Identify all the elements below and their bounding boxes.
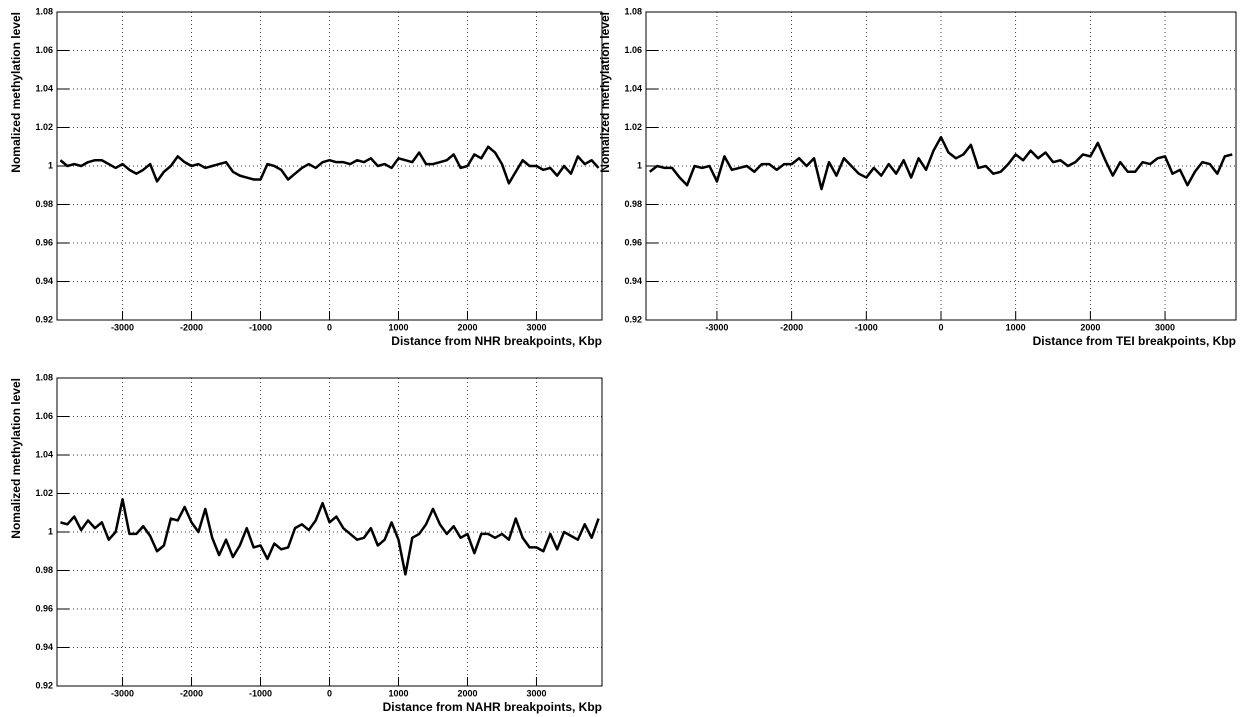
x-tick-label: -1000 — [855, 322, 878, 332]
y-tick-label: 1.08 — [35, 6, 53, 16]
x-tick-label: -3000 — [111, 688, 134, 698]
y-tick-label: 1 — [637, 160, 642, 170]
series-group — [648, 135, 1233, 191]
series-group — [60, 498, 600, 576]
y-tick-label: 1 — [48, 526, 53, 536]
x-tick-label: -2000 — [180, 688, 203, 698]
y-tick-label: 0.92 — [35, 680, 53, 690]
y-tick-label: 0.98 — [624, 199, 642, 209]
x-tick-label: 0 — [327, 688, 332, 698]
y-tick-label: 1.04 — [35, 449, 53, 459]
y-tick-label: 1.04 — [624, 83, 642, 93]
x-tick-label: 3000 — [526, 688, 546, 698]
y-tick-label: 0.96 — [35, 603, 53, 613]
y-tick-label: 1.06 — [35, 411, 53, 421]
y-tick-label: 1.06 — [35, 45, 53, 55]
x-tick-label: -1000 — [249, 322, 272, 332]
x-tick-label: 1000 — [1006, 322, 1026, 332]
data-line — [59, 145, 600, 185]
y-tick-label: 0.96 — [624, 237, 642, 247]
plot-frame — [56, 377, 603, 687]
x-tick-label: -2000 — [180, 322, 203, 332]
plot-frame — [645, 11, 1237, 321]
chart-panel: 0.92 0.94 0.96 0.98 1 1.02 1.04 1.06 1.08 -3000 -2… — [9, 6, 603, 348]
x-tick-label: -2000 — [780, 322, 803, 332]
x-axis-label: Distance from TEI breakpoints, Kbp — [1033, 334, 1236, 348]
y-tick-label: 0.92 — [624, 314, 642, 324]
y-tick-label: 0.94 — [624, 276, 642, 286]
plot-frame — [56, 11, 603, 321]
y-tick-label: 1.08 — [35, 372, 53, 382]
x-tick-label: 1000 — [388, 688, 408, 698]
chart-panel: 0.92 0.94 0.96 0.98 1 1.02 1.04 1.06 1.08 -3000 -2… — [598, 6, 1237, 348]
y-tick-label: 0.98 — [35, 199, 53, 209]
y-tick-label: 1.04 — [35, 83, 53, 93]
y-tick-label: 1.02 — [35, 488, 53, 498]
y-tick-label: 1.02 — [35, 122, 53, 132]
y-tick-label: 1.08 — [624, 6, 642, 16]
x-tick-label: -3000 — [705, 322, 728, 332]
y-tick-label: 0.96 — [35, 237, 53, 247]
x-tick-label: 0 — [938, 322, 943, 332]
y-tick-label: 1.06 — [624, 45, 642, 55]
data-line — [60, 498, 600, 576]
data-line — [648, 135, 1233, 191]
y-tick-label: 1.02 — [624, 122, 642, 132]
y-tick-label: 0.94 — [35, 642, 53, 652]
y-tick-label: 0.94 — [35, 276, 53, 286]
y-axis-label: Nomalized methylation level — [9, 378, 23, 539]
x-tick-label: 1000 — [388, 322, 408, 332]
x-tick-label: 2000 — [457, 688, 477, 698]
x-tick-label: -3000 — [111, 322, 134, 332]
series-group — [59, 145, 600, 185]
x-axis-label: Distance from NHR breakpoints, Kbp — [391, 334, 602, 348]
y-axis-label: Nomalized methylation level — [598, 12, 612, 173]
x-tick-label: 0 — [327, 322, 332, 332]
chart-panel: 0.92 0.94 0.96 0.98 1 1.02 1.04 1.06 1.08 -3000 -2… — [9, 372, 603, 714]
y-axis-label: Nomalized methylation level — [9, 12, 23, 173]
y-tick-label: 0.92 — [35, 314, 53, 324]
x-tick-label: -1000 — [249, 688, 272, 698]
x-tick-label: 3000 — [526, 322, 546, 332]
x-tick-label: 3000 — [1155, 322, 1175, 332]
x-axis-label: Distance from NAHR breakpoints, Kbp — [383, 700, 602, 714]
y-tick-label: 1 — [48, 160, 53, 170]
y-tick-label: 0.98 — [35, 565, 53, 575]
x-tick-label: 2000 — [1080, 322, 1100, 332]
x-tick-label: 2000 — [457, 322, 477, 332]
